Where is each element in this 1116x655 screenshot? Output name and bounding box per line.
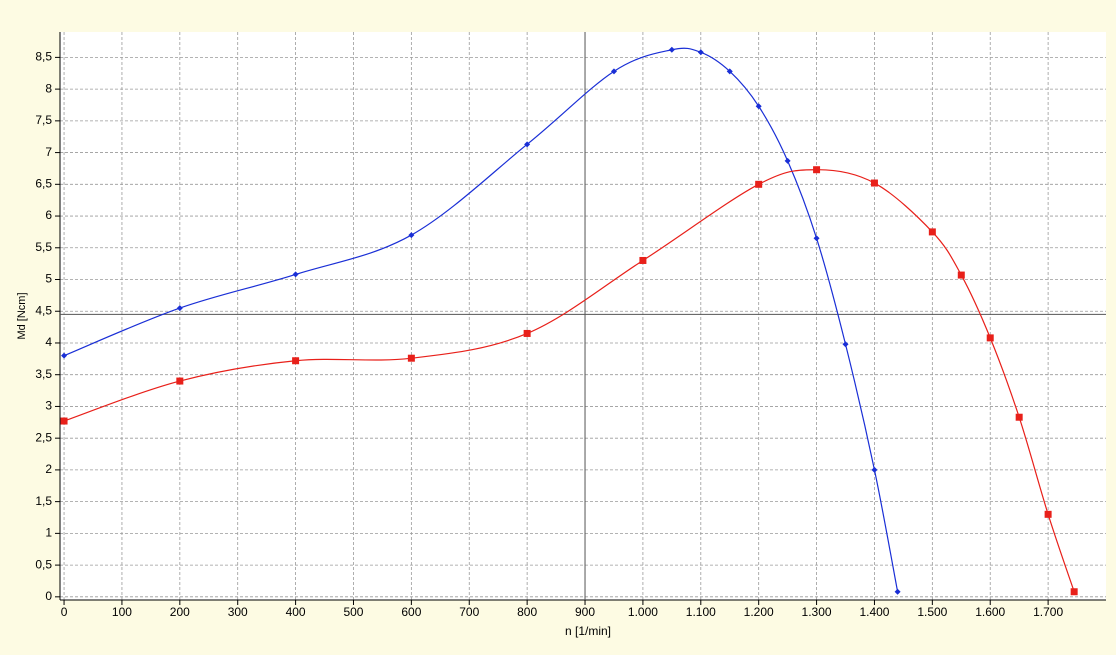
point <box>523 329 531 337</box>
y-tick-label: 5 <box>45 272 52 286</box>
x-tick-label: 1.200 <box>744 605 774 619</box>
point <box>292 271 299 278</box>
plot-area <box>60 32 1106 600</box>
y-tick-label: 8,5 <box>35 50 52 64</box>
point <box>1015 413 1023 421</box>
point <box>842 341 849 348</box>
x-tick-label: 1.300 <box>802 605 832 619</box>
y-tick-label: 7 <box>45 145 52 159</box>
point <box>697 49 704 56</box>
y-tick-label: 8 <box>45 81 52 95</box>
point <box>813 166 821 174</box>
x-tick-label: 0 <box>61 605 68 619</box>
point <box>176 305 183 312</box>
x-tick-label: 500 <box>343 605 363 619</box>
y-tick-label: 4 <box>45 335 52 349</box>
x-tick-label: 1.700 <box>1033 605 1063 619</box>
point <box>610 68 617 75</box>
y-tick-label: 2 <box>45 462 52 476</box>
series-line <box>63 169 1075 592</box>
x-tick-label: 900 <box>575 605 595 619</box>
point <box>894 588 901 595</box>
point <box>639 256 647 264</box>
x-tick-label: 1.600 <box>975 605 1005 619</box>
point <box>176 377 184 385</box>
x-tick-label: 200 <box>170 605 190 619</box>
x-tick-label: 700 <box>459 605 479 619</box>
y-tick-label: 0,5 <box>35 557 52 571</box>
x-tick-label: 1.000 <box>628 605 658 619</box>
point <box>986 334 994 342</box>
point <box>1070 588 1078 596</box>
point <box>871 466 878 473</box>
point <box>292 357 300 365</box>
point <box>407 354 415 362</box>
y-tick-label: 2,5 <box>35 430 52 444</box>
point <box>813 235 820 242</box>
y-tick-label: 7,5 <box>35 113 52 127</box>
y-tick-label: 1 <box>45 526 52 540</box>
point <box>1044 510 1052 518</box>
y-tick-label: 6 <box>45 208 52 222</box>
point <box>755 103 762 110</box>
point <box>408 232 415 239</box>
x-tick-label: 600 <box>401 605 421 619</box>
y-tick-label: 0 <box>45 589 52 603</box>
y-tick-label: 6,5 <box>35 176 52 190</box>
point <box>668 46 675 53</box>
y-tick-label: 3,5 <box>35 367 52 381</box>
x-tick-label: 400 <box>286 605 306 619</box>
point <box>524 141 531 148</box>
point <box>957 271 965 279</box>
x-tick-label: 100 <box>112 605 132 619</box>
x-tick-label: 800 <box>517 605 537 619</box>
point <box>928 228 936 236</box>
point <box>755 180 763 188</box>
x-tick-label: 1.100 <box>686 605 716 619</box>
point <box>61 352 68 359</box>
y-tick-label: 5,5 <box>35 240 52 254</box>
point <box>784 157 791 164</box>
y-axis-label: Md [Ncm] <box>16 292 28 339</box>
point <box>726 68 733 75</box>
y-tick-label: 3 <box>45 399 52 413</box>
y-tick-label: 4,5 <box>35 303 52 317</box>
point <box>870 179 878 187</box>
x-tick-label: 300 <box>228 605 248 619</box>
x-axis-label: n [1/min] <box>565 624 611 638</box>
point <box>60 417 68 425</box>
y-tick-label: 1,5 <box>35 494 52 508</box>
x-tick-label: 1.500 <box>917 605 947 619</box>
x-tick-label: 1.400 <box>859 605 889 619</box>
